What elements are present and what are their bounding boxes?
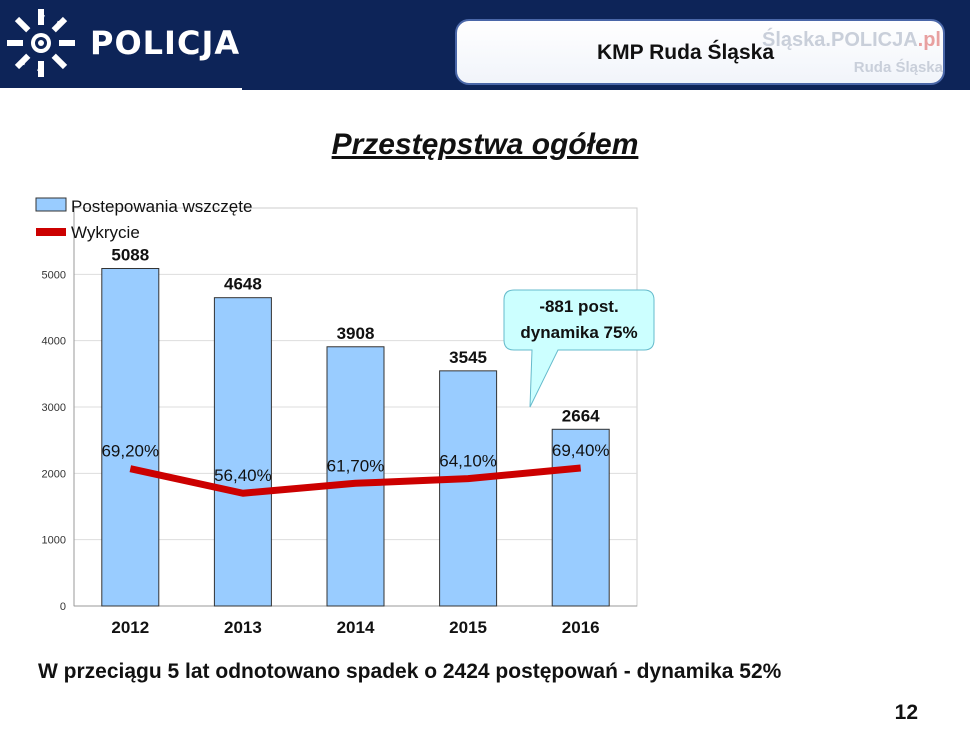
line-value-label: 69,40% <box>552 441 610 460</box>
legend-swatch-line <box>36 228 66 236</box>
unit-banner: KMP Ruda Śląska Śląska.POLICJA.pl Ruda Ś… <box>455 19 945 85</box>
line-value-label: 69,20% <box>101 442 159 461</box>
y-tick-label: 2000 <box>42 468 66 480</box>
police-star-icon <box>7 9 75 77</box>
bar-value-label: 2664 <box>562 406 600 425</box>
summary-text: W przeciągu 5 lat odnotowano spadek o 24… <box>38 660 782 683</box>
legend-label: Wykrycie <box>71 223 140 242</box>
bar-value-label: 3545 <box>449 348 487 367</box>
x-tick-label: 2015 <box>449 618 487 637</box>
line-series-wykrycie <box>129 464 582 497</box>
bar-2015 <box>439 370 498 607</box>
site-city-watermark: Ruda Śląska <box>853 59 943 76</box>
callout-text: -881 post. <box>539 297 618 316</box>
bar-2013 <box>213 297 272 607</box>
callout-text: dynamika 75% <box>520 323 637 342</box>
line-value-label: 61,70% <box>327 456 385 475</box>
callout-bubble <box>503 289 655 408</box>
legend-swatch-bar <box>35 197 67 212</box>
site-name-watermark: Śląska.POLICJA.pl <box>762 29 941 52</box>
x-tick-label: 2012 <box>111 618 149 637</box>
x-tick-label: 2013 <box>224 618 262 637</box>
site-tld-text: .pl <box>917 29 941 51</box>
y-tick-label: 3000 <box>42 402 66 414</box>
slide-title: Przestępstwa ogółem <box>331 128 639 161</box>
x-tick-label: 2014 <box>337 618 375 637</box>
bar-2016 <box>551 428 610 607</box>
bar-2012 <box>101 267 160 607</box>
legend-label: Postepowania wszczęte <box>71 197 252 216</box>
brand-name: POLICJA <box>90 24 241 62</box>
y-tick-label: 1000 <box>42 535 66 547</box>
line-value-label: 64,10% <box>439 452 497 471</box>
page-number: 12 <box>894 701 918 724</box>
bar-value-label: 3908 <box>337 324 375 343</box>
y-tick-label: 5000 <box>42 269 66 281</box>
y-tick-label: 4000 <box>42 336 66 348</box>
bar-2014 <box>326 346 385 607</box>
bar-value-label: 5088 <box>111 245 149 264</box>
line-value-label: 56,40% <box>214 466 272 485</box>
header-divider <box>0 88 242 90</box>
unit-name: KMP Ruda Śląska <box>597 41 775 64</box>
y-tick-label: 0 <box>60 601 66 613</box>
header-bar: POLICJA KMP Ruda Śląska Śląska.POLICJA.p… <box>0 0 970 90</box>
bar-value-label: 4648 <box>224 275 262 294</box>
site-name-text: Śląska.POLICJA <box>762 29 918 51</box>
x-tick-label: 2016 <box>562 618 600 637</box>
